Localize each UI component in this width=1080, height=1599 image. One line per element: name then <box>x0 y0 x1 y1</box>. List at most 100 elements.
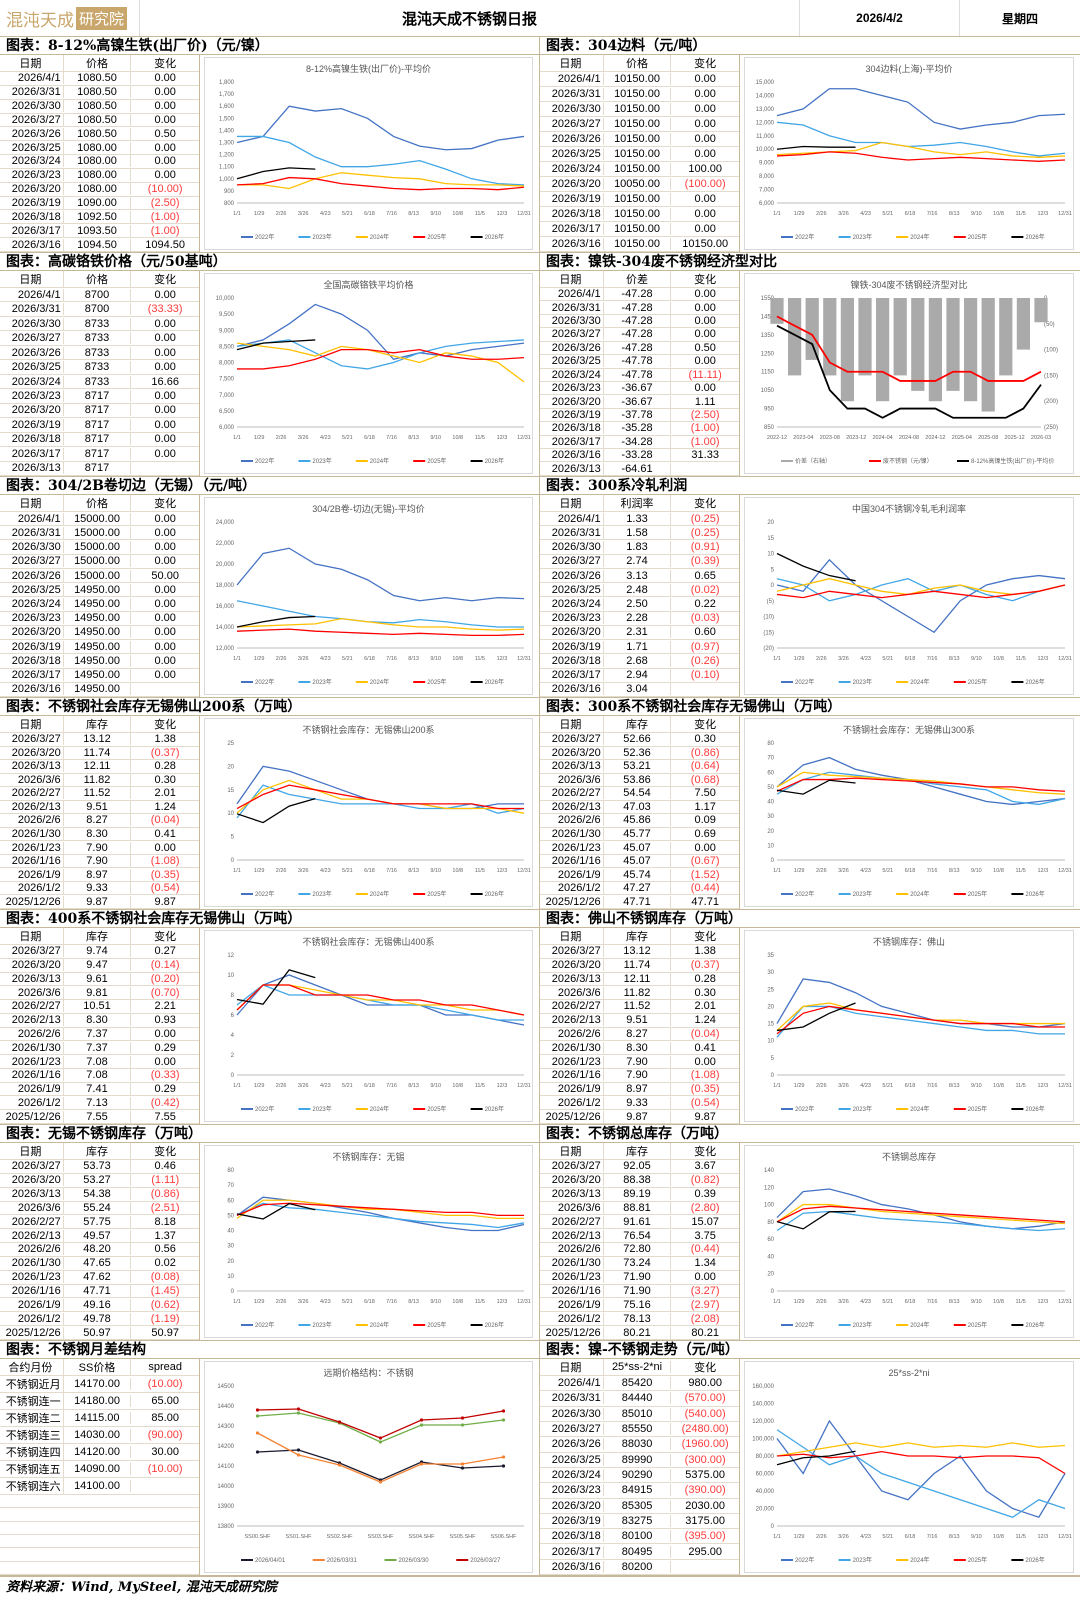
y-tick-label: 0 <box>231 1073 235 1079</box>
table-cell: 9.87 <box>604 1110 672 1123</box>
table-row: 2026/3/23 2.28 (0.03) <box>540 612 739 626</box>
column-header: 日期 <box>0 55 64 71</box>
x-tick-label: 4/23 <box>320 656 331 662</box>
table-cell: 80.21 <box>691 1326 719 1339</box>
table-row: 2026/1/9 8.97 (0.35) <box>0 868 199 882</box>
table-cell: 2026/3/23 <box>540 382 604 395</box>
column-header: 25*ss-2*ni <box>604 1361 672 1373</box>
y-tick-label: 140 <box>764 1168 775 1174</box>
y2-tick-label: (150) <box>1044 373 1058 379</box>
x-tick-label: 12/31 <box>1058 1299 1072 1305</box>
x-tick-label: 12/3 <box>1037 1083 1048 1089</box>
y-tick-label: 20 <box>227 1259 234 1265</box>
npi-line <box>776 324 1042 419</box>
chart-title: 中国304不锈钢冷轧毛利润率 <box>852 503 966 514</box>
table-cell: 0.00 <box>154 418 176 431</box>
legend-label: 2023年 <box>312 457 331 465</box>
table-cell: 2026/3/30 <box>540 315 604 328</box>
table-cell: 15000.00 <box>64 512 132 525</box>
x-tick-label: 5/21 <box>342 211 353 217</box>
table-row: 2026/1/23 71.90 0.00 <box>540 1271 739 1285</box>
column-header: 日期 <box>0 271 64 287</box>
table-cell: 8.18 <box>154 1215 176 1228</box>
table-row: 2026/1/2 7.13 (0.42) <box>0 1096 199 1111</box>
y-tick-label: 35 <box>767 953 774 959</box>
table-cell: 7.90 <box>604 1055 672 1068</box>
y-tick-label: 1,200 <box>219 153 235 159</box>
table-cell: 8733 <box>64 332 132 345</box>
chart-svg: 远期价格结构：不锈钢 13800 13900 14000 14100 14200 14300… <box>217 1367 524 1564</box>
x-tick-label: 6/18 <box>364 1083 375 1089</box>
table-cell: 0.00 <box>154 626 176 639</box>
x-tick-label: 1/29 <box>794 1534 805 1540</box>
table-header: 日期 25*ss-2*ni 变化 <box>540 1359 739 1376</box>
chart: 304边料(上海)-平均价 6,000 7,000 8,000 9,000 10,000 1… <box>744 57 1074 250</box>
x-tick-label: 11/5 <box>475 1299 485 1305</box>
table-cell: (0.44) <box>690 1243 720 1256</box>
y-tick-label: 13800 <box>217 1524 234 1530</box>
table-cell: 2025/12/26 <box>0 895 64 908</box>
table-row: 2026/3/20 10050.00 (100.00) <box>540 177 739 192</box>
y-tick-label: 6 <box>231 1013 235 1019</box>
table-cell: 2026/3/27 <box>0 555 64 568</box>
table-row: 2026/3/27 9.74 0.27 <box>0 945 199 959</box>
table-cell: 2026/3/24 <box>540 598 604 611</box>
legend-label: 2025年 <box>968 1105 987 1113</box>
chart-svg: 镍铁-304废不锈钢经济型对比 850 950 1050 1150 1250 1350 145… <box>761 279 1058 465</box>
series-line-2024年 <box>776 771 1066 795</box>
column-header: 价格 <box>64 271 132 287</box>
x-tick-label: 10/8 <box>993 1083 1004 1089</box>
series-line-2023年 <box>776 1005 1065 1038</box>
y-tick-label: 8,500 <box>219 344 235 350</box>
x-tick-label: 2022-12 <box>767 435 787 441</box>
table-row: 2026/3/19 14950.00 0.00 <box>0 640 199 655</box>
table-row: 2026/3/24 90290 5375.00 <box>540 1468 739 1484</box>
table-cell: (570.00) <box>684 1392 726 1405</box>
table-row: 2026/2/27 11.52 2.01 <box>0 787 199 801</box>
legend-label: 2023年 <box>312 1321 331 1329</box>
table-row: 2026/2/27 91.61 15.07 <box>540 1215 739 1230</box>
table-cell: 1080.00 <box>64 141 132 154</box>
table-row: 2026/1/2 47.27 (0.44) <box>540 882 739 896</box>
table-row: 2026/3/20 53.27 (1.11) <box>0 1174 199 1188</box>
table-row: 2026/2/6 7.37 0.00 <box>0 1027 199 1042</box>
chart-title: 不锈钢总库存 <box>882 1151 936 1162</box>
panel-title: 图表：不锈钢月差结构 <box>0 1341 539 1359</box>
table-row: 2026/3/13 89.19 0.39 <box>540 1188 739 1202</box>
x-tick-label: 6/18 <box>905 211 916 217</box>
series-line-2022年 <box>776 978 1066 1028</box>
table-cell: 0.00 <box>154 346 176 359</box>
data-table: 日期 价格 变化 2026/4/1 10150.00 0.00 2026/3/31 10150… <box>540 55 740 252</box>
table-cell: 0.29 <box>154 1083 176 1096</box>
series-line-2025年 <box>236 984 525 1016</box>
table-cell: 2026/3/17 <box>0 669 64 682</box>
legend-label: 废不锈钢（元/镍） <box>883 457 933 465</box>
y-tick-label: 1450 <box>761 314 775 320</box>
table-row: 2026/2/6 8.27 (0.04) <box>0 814 199 828</box>
table-cell: 2026/3/17 <box>0 447 64 460</box>
y-tick-label: 10 <box>227 811 234 817</box>
table-cell: 16.66 <box>151 375 179 388</box>
table-cell: 2026/4/1 <box>540 73 604 85</box>
data-point <box>501 1464 506 1468</box>
table-cell: 71.90 <box>604 1285 672 1298</box>
table-cell: 0.00 <box>154 317 176 330</box>
x-tick-label: 10/8 <box>452 435 463 441</box>
table-cell: (0.14) <box>150 959 180 972</box>
table-row: 2026/3/26 8733 0.00 <box>0 346 199 361</box>
x-tick-label: 11/5 <box>1016 868 1026 874</box>
panel-title: 图表：300系不锈钢社会库存无锡佛山（万吨） <box>540 698 1080 716</box>
legend-label: 2025年 <box>968 1321 987 1329</box>
x-tick-label: 7/16 <box>386 1083 397 1089</box>
table-cell: 1.38 <box>154 733 176 746</box>
x-tick-label: 10/8 <box>993 211 1004 217</box>
x-tick-label: 1/1 <box>773 656 781 662</box>
table-cell: 14170.00 <box>64 1378 132 1390</box>
table-cell: 2026/3/18 <box>540 654 604 667</box>
table-row: 2026/3/20 11.74 (0.37) <box>0 746 199 761</box>
y-tick-label: 30 <box>767 970 774 976</box>
y-tick-label: 20,000 <box>756 1507 775 1513</box>
table-row: 2026/4/1 -47.28 0.00 <box>540 288 739 302</box>
table-cell: 2026/3/27 <box>0 113 64 126</box>
table-cell: 7.55 <box>64 1110 132 1123</box>
